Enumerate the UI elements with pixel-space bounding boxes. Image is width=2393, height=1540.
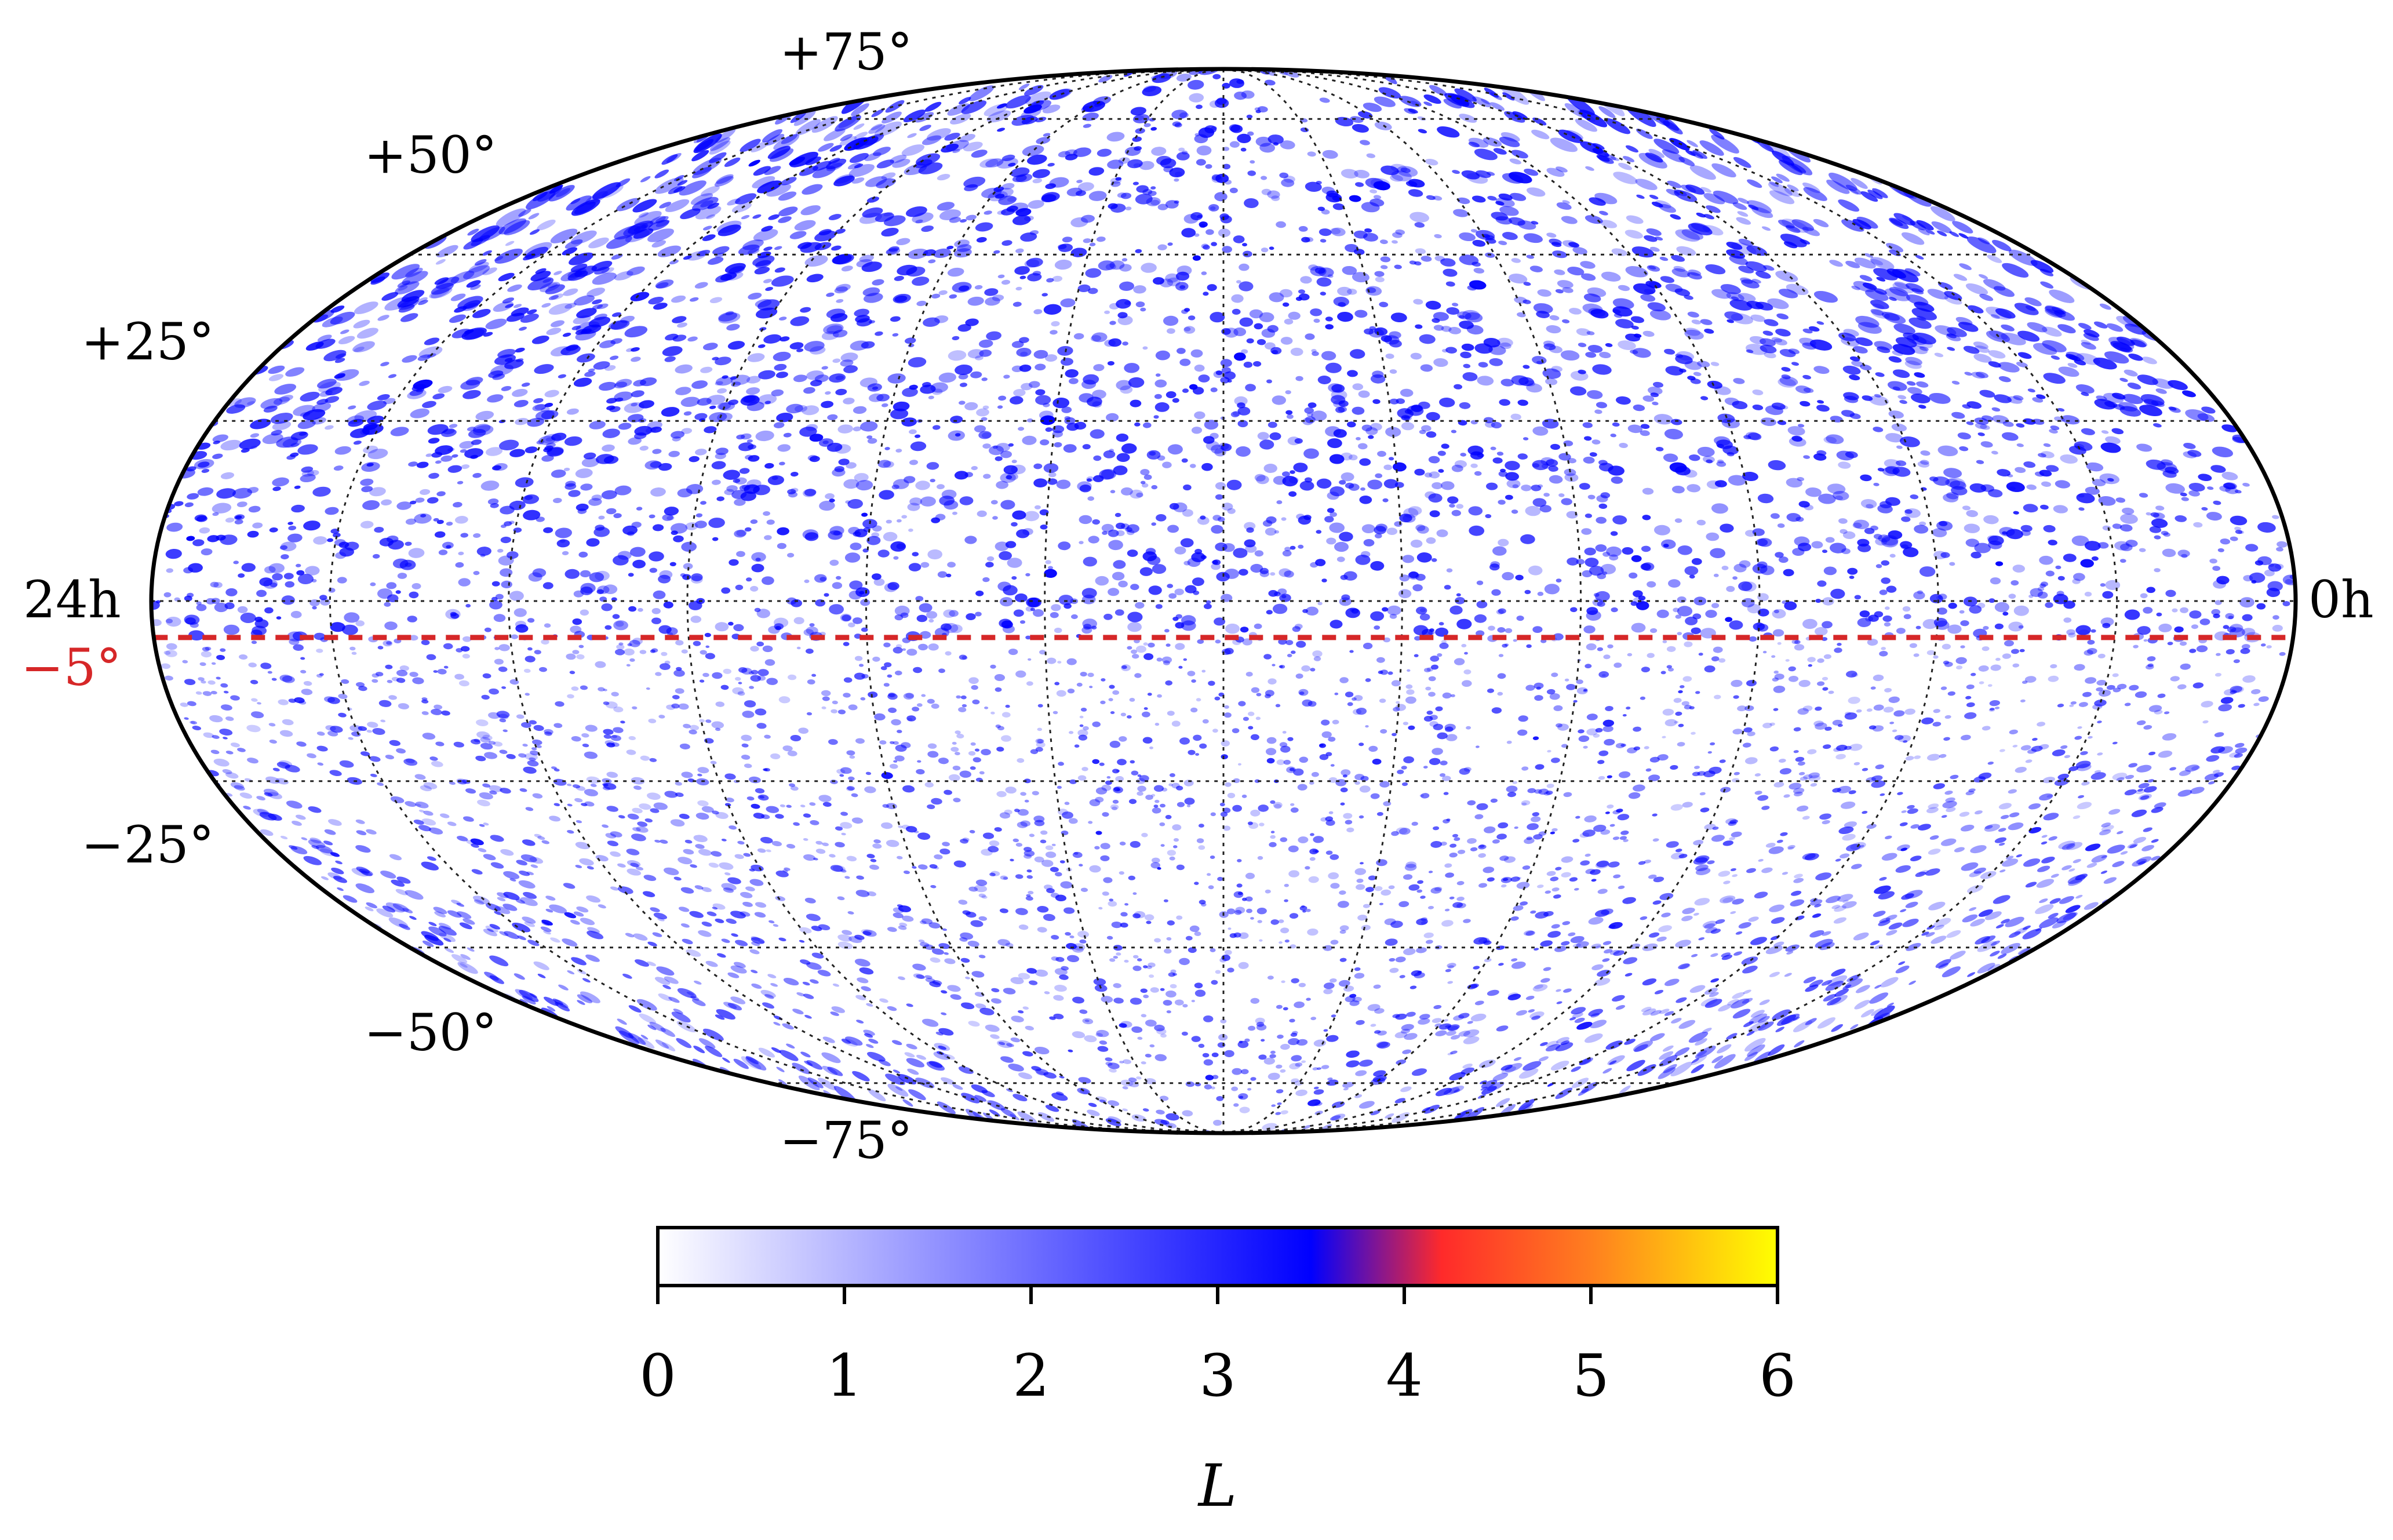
colorbar-tick-label: 4 [1386, 1342, 1423, 1410]
colorbar-ticks: 0 1 2 3 4 5 6 [639, 1286, 1796, 1410]
colorbar-tick-label: 2 [1012, 1342, 1050, 1410]
grid-meridian [508, 69, 1224, 1133]
colorbar-label: L [1197, 1452, 1237, 1520]
grid-meridian [686, 69, 1224, 1133]
colorbar-gradient [656, 1226, 1779, 1287]
dec-label-p50: +50° [364, 125, 497, 185]
dec-label-m75: −75° [780, 1111, 913, 1170]
sky-speckles [151, 69, 2296, 1133]
colorbar-tick-label: 3 [1199, 1342, 1236, 1410]
colorbar-tick-label: 5 [1572, 1342, 1609, 1410]
colorbar-tick-label: 0 [639, 1342, 676, 1410]
map-labels: 24h 0h −5° +75° +50° +25° −25° −50° −75° [21, 22, 2374, 1170]
colorbar-tick-label: 6 [1759, 1342, 1796, 1410]
map-outline [149, 67, 2298, 1135]
coordinate-grid [151, 69, 2296, 1133]
reference-dec-label: −5° [21, 638, 122, 697]
ra-label-right: 0h [2308, 570, 2374, 629]
grid-meridian [1223, 69, 1939, 1133]
dec-label-m25: −25° [81, 815, 214, 875]
grid-meridian [1223, 69, 2118, 1133]
grid-meridian [329, 69, 1224, 1133]
colorbar: 0 1 2 3 4 5 6 L [639, 1226, 1796, 1520]
grid-meridian [1223, 69, 1761, 1133]
dec-label-m50: −50° [364, 1003, 497, 1062]
grid-meridian [865, 69, 1224, 1133]
ra-label-left: 24h [23, 570, 121, 629]
sky-map [149, 67, 2298, 1135]
grid-meridian [1223, 69, 1582, 1133]
grid-meridian [1044, 69, 1224, 1133]
grid-meridian [1223, 69, 1403, 1133]
dec-label-p25: +25° [81, 312, 214, 372]
dec-label-p75: +75° [780, 22, 913, 82]
colorbar-tick-label: 1 [826, 1342, 863, 1410]
